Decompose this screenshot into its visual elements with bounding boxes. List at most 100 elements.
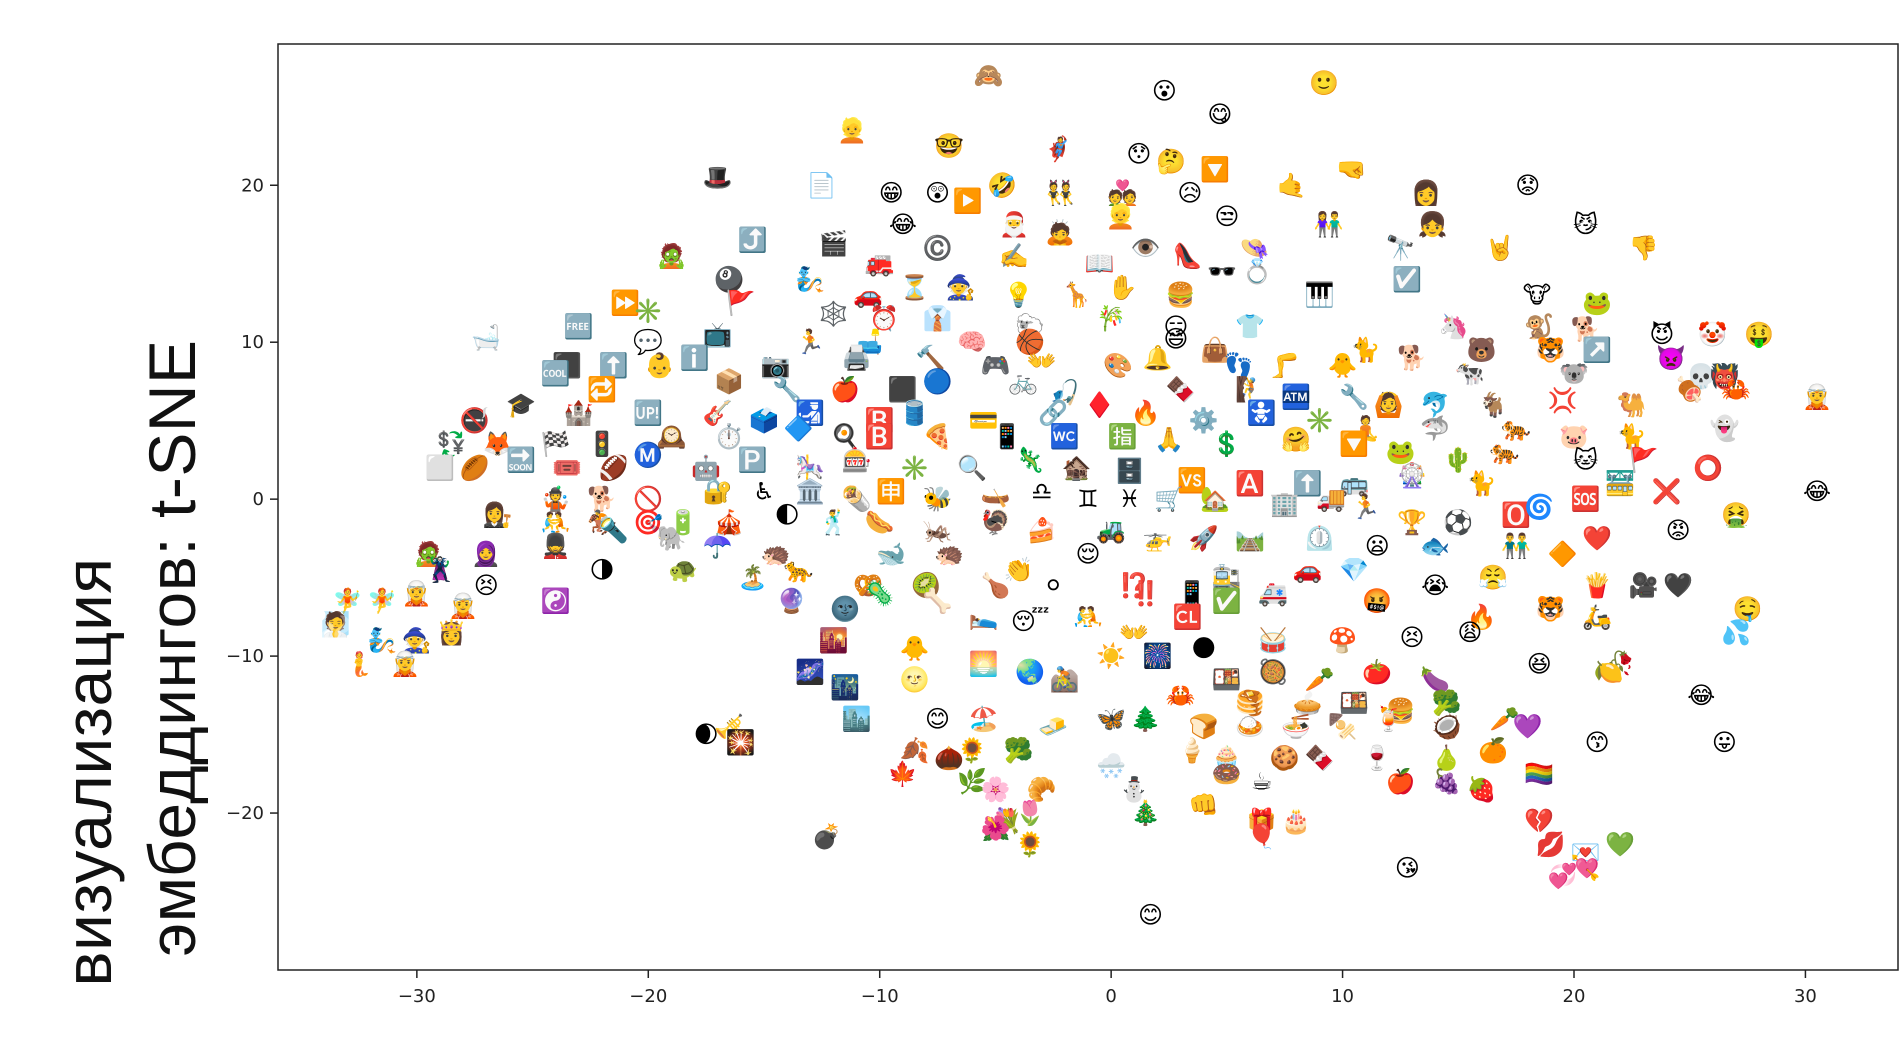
scatter-point: 🎋: [1096, 305, 1126, 333]
scatter-point: 🅾️: [1501, 501, 1531, 529]
scatter-point: 🐕: [1571, 316, 1601, 344]
scatter-point: ⏳: [899, 273, 929, 301]
scatter-point: 🎈: [1247, 822, 1277, 851]
scatter-point: 🧙: [402, 626, 432, 654]
scatter-point: 🔷: [784, 415, 814, 443]
scatter-point: 💍: [1242, 258, 1272, 286]
scatter-point: 🤑: [1744, 320, 1774, 348]
scatter-point: ⬛: [552, 352, 582, 380]
scatter-point: 🥘: [1258, 657, 1288, 686]
scatter-point: ▶️: [953, 187, 983, 215]
scatter-point: 😲: [925, 179, 950, 207]
scatter-point: 🐕: [587, 485, 617, 513]
scatter-point: 👐: [1027, 347, 1057, 375]
scatter-point: 😮: [1152, 77, 1177, 105]
scatter-point: 🏃: [795, 328, 825, 356]
scatter-point: 🔵: [923, 367, 953, 395]
x-axis: −30 −20 −10 0 10 20 30: [398, 970, 1817, 1007]
scatter-point: 🎨: [1103, 351, 1133, 380]
scatter-point: 🔭: [1385, 234, 1415, 262]
scatter-point: 🍫: [1304, 744, 1334, 772]
scatter-point: 🧝: [390, 650, 420, 678]
scatter-point: 👱: [1105, 202, 1135, 231]
scatter-point: 👒: [1240, 234, 1270, 262]
scatter-point: 💂: [541, 532, 571, 560]
scatter-point: 💚: [1605, 830, 1635, 858]
scatter-point: 💱: [437, 430, 467, 458]
scatter-point: 🌒: [694, 721, 719, 749]
scatter-point: 🌑: [1191, 634, 1216, 662]
scatter-point: 🚚: [1316, 485, 1346, 513]
scatter-point: 🆙: [633, 399, 663, 427]
scatter-point: 🐻: [1466, 335, 1496, 364]
scatter-point: 👐: [1119, 619, 1149, 647]
scatter-point: 🆘: [1571, 485, 1601, 513]
scatter-point: 👻: [1709, 414, 1739, 443]
scatter-point: 🏙️: [842, 705, 872, 733]
scatter-point: 😥: [1177, 179, 1202, 207]
scatter-point: 🆓: [564, 313, 594, 341]
scatter-point: 😟: [1515, 171, 1540, 199]
scatter-point: 👣: [1223, 351, 1253, 380]
scatter-point: 📄: [807, 171, 837, 199]
scatter-point: 😯: [1126, 140, 1151, 168]
scatter-point: 🐆: [784, 556, 814, 584]
scatter-point: 💐: [992, 806, 1022, 835]
scatter-point: 🏃: [1351, 493, 1381, 521]
scatter-point: 💑: [1108, 179, 1138, 207]
scatter-point: 🧠: [957, 328, 987, 356]
scatter-point: 😊: [1138, 901, 1163, 929]
scatter-point: 🦃: [980, 509, 1010, 537]
scatter-point: 🎩: [703, 163, 733, 191]
scatter-point: 🥦: [1432, 688, 1462, 717]
scatter-point: 🈯: [1108, 422, 1138, 450]
scatter-point: 🧚: [332, 587, 362, 615]
x-tick-label: 0: [1105, 986, 1116, 1007]
scatter-point: 🍖: [1675, 374, 1705, 404]
scatter-point: 🔧: [772, 374, 802, 403]
scatter-point: 🔥: [1131, 399, 1161, 427]
scatter-point: 🤖: [691, 454, 721, 482]
scatter-point: 🌨️: [1096, 752, 1126, 780]
scatter-point: 🛋️: [853, 328, 883, 356]
scatter-point: 🌌: [795, 658, 825, 686]
scatter-point: 💦: [1721, 617, 1751, 647]
scatter-point: 🌺: [980, 815, 1010, 843]
x-tick-label: 10: [1331, 986, 1354, 1007]
scatter-point: 🖨️: [842, 344, 872, 372]
scatter-point: ⭕: [1693, 454, 1723, 482]
scatter-point: 🌿: [957, 768, 987, 796]
scatter-point: 🍗: [980, 571, 1010, 599]
scatter-point: 💬: [633, 328, 663, 356]
scatter-point: 🧙: [946, 273, 976, 301]
scatter-point: 📱: [992, 422, 1022, 450]
scatter-point: 👏: [1004, 556, 1034, 584]
scatter-point: 👊: [1189, 791, 1219, 819]
scatter-point: 🚾: [1050, 422, 1080, 450]
scatter-point: 🤼: [1073, 603, 1103, 631]
scatter-point: 🥨: [853, 571, 883, 599]
scatter-point: 🍟: [1582, 571, 1612, 599]
scatter-point: 🚉: [1212, 564, 1242, 592]
scatter-point: 🍦: [1177, 736, 1207, 764]
scatter-point: 🎠: [795, 454, 825, 482]
scatter-point: 🧞: [367, 626, 397, 654]
scatter-point: 🌓: [775, 501, 800, 529]
scatter-point: 🐘: [656, 524, 686, 552]
scatter-point: 🤣: [986, 171, 1017, 200]
scatter-point: ✳️: [1304, 407, 1334, 435]
scatter-point: 🚁: [1142, 524, 1172, 552]
plot-area-frame: [277, 43, 1899, 971]
scatter-point: 🍐: [1432, 744, 1462, 772]
scatter-point: ⏰: [869, 304, 899, 333]
scatter-point: 🥥: [1432, 713, 1462, 741]
scatter-point: 👩‍⚖️: [483, 501, 513, 529]
scatter-point: 🐅: [1490, 438, 1520, 466]
scatter-point: 🐯: [1536, 594, 1566, 623]
scatter-point: 🚗: [853, 281, 883, 309]
scatter-point: 💔: [1524, 807, 1554, 835]
scatter-point: 🎇: [726, 728, 756, 756]
scatter-point: 🗳️: [749, 407, 779, 435]
scatter-point: 🔧: [1339, 382, 1369, 411]
scatter-point: 🍪: [1270, 744, 1300, 772]
